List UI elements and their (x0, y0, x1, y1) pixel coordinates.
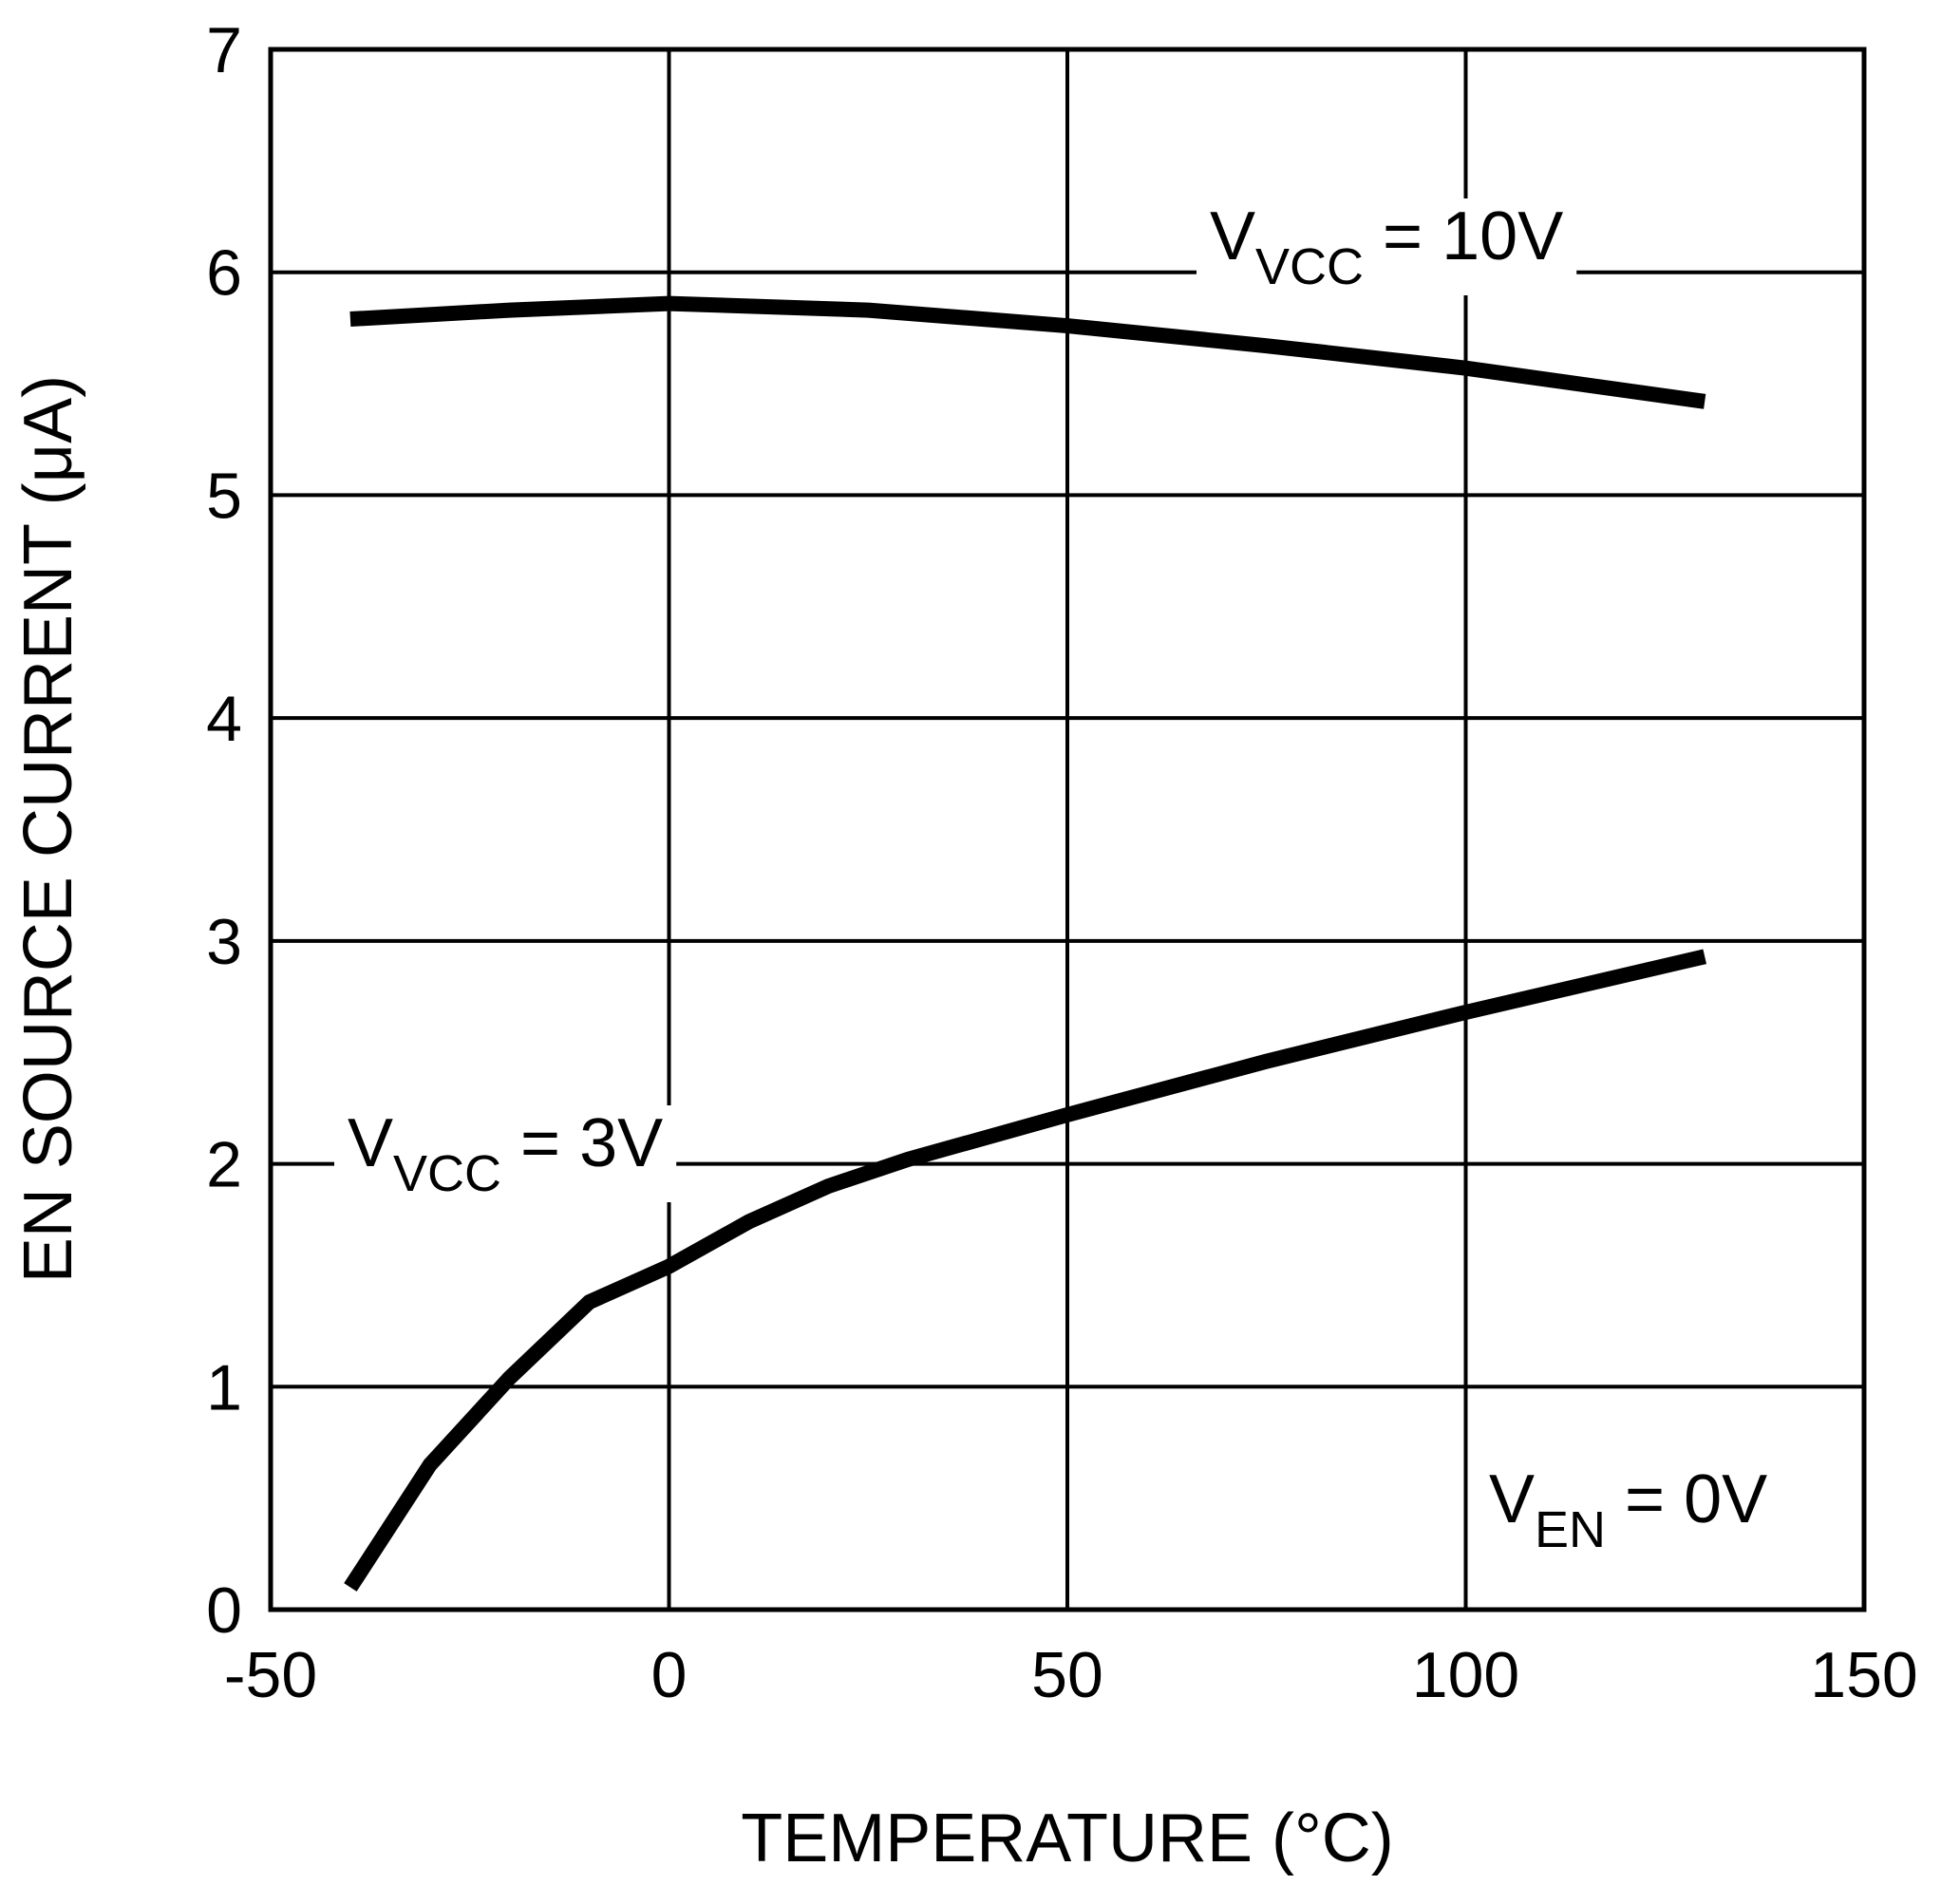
label-background (1476, 1461, 1781, 1558)
x-axis-title: TEMPERATURE (°C) (741, 1800, 1393, 1876)
y-tick-label: 2 (206, 1129, 242, 1201)
y-tick-label: 0 (206, 1574, 242, 1647)
plot-frame (268, 47, 1867, 1612)
series-label: VVCC = 3V (334, 1105, 677, 1202)
label-part: = 3V (501, 1105, 663, 1181)
y-tick-label: 4 (206, 683, 242, 755)
label-part: = 10V (1364, 198, 1563, 274)
label-part: V (1489, 1461, 1535, 1537)
y-tick-label: 1 (206, 1351, 242, 1423)
series-label: VVCC = 10V (1197, 198, 1577, 295)
y-tick-label: 3 (206, 906, 242, 978)
x-tick-label: 100 (1412, 1639, 1519, 1711)
annotation: VEN = 0V (1476, 1461, 1781, 1558)
annotation-text: VEN = 0V (1489, 1461, 1767, 1558)
series-label-text: VVCC = 3V (348, 1105, 663, 1202)
label-background (334, 1105, 677, 1202)
label-part: VCC (393, 1145, 501, 1202)
series-label-text: VVCC = 10V (1210, 198, 1563, 295)
label-part: V (1210, 198, 1255, 274)
series-line (344, 949, 1707, 1592)
label-part: VCC (1255, 238, 1364, 295)
label-background (1197, 198, 1577, 295)
x-tick-label: 150 (1810, 1639, 1917, 1711)
y-tick-label: 7 (206, 14, 242, 86)
series-line (349, 295, 1706, 409)
x-tick-label: 50 (1031, 1639, 1103, 1711)
y-tick-label: 5 (206, 460, 242, 532)
label-part: V (348, 1105, 393, 1181)
y-tick-label: 6 (206, 237, 242, 310)
label-part: EN (1535, 1501, 1606, 1558)
x-tick-label: -50 (224, 1639, 317, 1711)
label-part: = 0V (1606, 1461, 1767, 1537)
y-axis-title: EN SOURCE CURRENT (μA) (10, 375, 86, 1283)
x-tick-label: 0 (651, 1639, 688, 1711)
